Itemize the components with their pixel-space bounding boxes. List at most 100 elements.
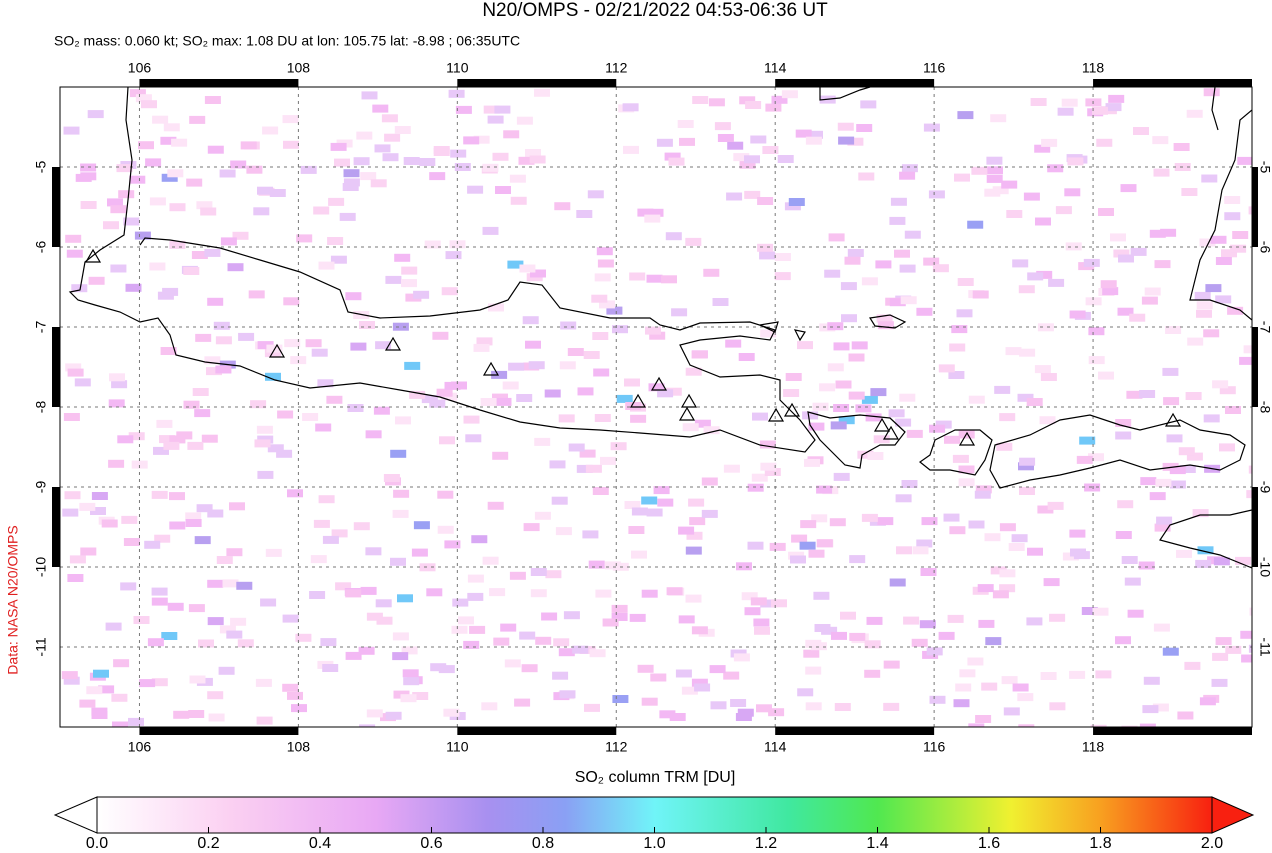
so2-pixel — [999, 569, 1016, 578]
so2-pixel — [525, 149, 541, 157]
so2-pixel — [610, 442, 627, 451]
so2-pixel — [534, 437, 551, 446]
so2-pixel — [582, 530, 599, 539]
so2-pixel — [173, 710, 190, 719]
so2-pixel — [395, 416, 411, 425]
so2-pixel — [827, 363, 844, 372]
so2-pixel — [847, 137, 864, 146]
so2-pixel — [160, 136, 177, 145]
so2-pixel — [1140, 477, 1157, 486]
so2-pixel — [1039, 416, 1056, 425]
so2-pixel — [727, 141, 744, 150]
so2-pixel — [373, 406, 390, 415]
so2-pixel — [219, 625, 236, 634]
so2-pixel — [169, 203, 186, 212]
so2-pixel — [189, 675, 206, 684]
so2-pixel — [741, 592, 758, 601]
so2-pixel — [463, 640, 480, 649]
so2-pixel — [824, 269, 841, 278]
so2-pixel — [977, 584, 994, 593]
so2-pixel — [473, 135, 490, 144]
x-tick-label: 112 — [605, 60, 628, 76]
so2-pixel — [630, 414, 647, 423]
so2-pixel — [735, 713, 752, 721]
so2-pixel — [153, 446, 169, 455]
so2-pixel — [1110, 233, 1126, 242]
so2-pixel — [1187, 337, 1204, 346]
so2-pixel — [492, 393, 508, 402]
so2-pixel — [411, 548, 428, 557]
so2-pixel — [1221, 249, 1237, 258]
so2-pixel — [689, 517, 706, 526]
so2-pixel — [525, 340, 541, 349]
so2-pixel — [899, 393, 916, 402]
so2-pixel — [899, 171, 916, 180]
x-tick-label: 106 — [128, 60, 152, 76]
so2-pixel — [412, 692, 429, 700]
so2-pixel — [944, 435, 960, 444]
frame-bar — [52, 167, 60, 247]
x-tick-label: 116 — [923, 739, 946, 755]
so2-pixel — [848, 353, 865, 362]
so2-pixel — [992, 590, 1009, 599]
so2-pixel — [751, 473, 768, 482]
so2-pixel — [750, 597, 767, 606]
so2-pixel — [1155, 478, 1172, 487]
so2-pixel — [951, 325, 968, 334]
so2-pixel — [330, 142, 347, 151]
so2-pixel — [80, 547, 97, 556]
so2-pixel — [493, 637, 510, 646]
so2-pixel — [502, 381, 519, 390]
so2-pixel — [1017, 693, 1034, 702]
so2-pixel — [665, 387, 682, 396]
so2-pixel — [903, 616, 920, 625]
coastline — [918, 429, 993, 476]
so2-pixel — [1092, 106, 1108, 115]
so2-pixel — [841, 314, 857, 323]
so2-pixel — [896, 546, 912, 555]
coastline — [1211, 87, 1219, 131]
so2-pixel — [121, 515, 138, 524]
so2-pixel — [1184, 661, 1201, 670]
so2-pixel — [345, 589, 362, 598]
so2-pixel — [978, 619, 995, 628]
so2-pixel — [802, 411, 819, 420]
so2-pixel — [503, 130, 520, 139]
so2-pixel — [282, 683, 299, 692]
so2-pixel — [287, 691, 303, 700]
so2-pixel — [123, 538, 140, 546]
so2-pixel — [359, 321, 375, 329]
so2-pixel — [1165, 326, 1182, 334]
so2-pixel — [128, 432, 145, 441]
so2-pixel — [1215, 295, 1232, 304]
so2-pixel — [1005, 347, 1022, 356]
so2-pixel — [421, 395, 438, 404]
colorbar-over — [1211, 796, 1255, 834]
so2-pixel — [856, 124, 873, 132]
so2-pixel — [183, 400, 200, 409]
so2-pixel — [393, 489, 410, 498]
so2-pixel — [151, 587, 168, 596]
so2-pixel — [1012, 259, 1029, 268]
so2-pixel — [1166, 434, 1183, 443]
so2-pixel — [591, 294, 608, 303]
so2-pixel — [1017, 393, 1034, 402]
so2-pixel — [530, 589, 547, 598]
so2-pixel — [151, 597, 168, 606]
so2-pixel — [968, 723, 985, 727]
so2-pixel — [131, 460, 148, 469]
so2-pixel — [320, 638, 337, 647]
so2-pixel — [553, 638, 570, 647]
so2-pixel — [757, 243, 774, 252]
so2-pixel — [169, 240, 186, 249]
so2-pixel — [641, 496, 658, 505]
so2-pixel — [602, 618, 619, 627]
so2-pixel — [1061, 98, 1078, 107]
so2-pixel — [744, 190, 761, 199]
so2-pixel — [194, 409, 211, 418]
so2-pixel — [476, 337, 493, 346]
so2-pixel — [394, 253, 411, 262]
so2-pixel — [1246, 490, 1252, 499]
so2-pixel — [774, 272, 791, 281]
so2-pixel — [1249, 607, 1252, 616]
